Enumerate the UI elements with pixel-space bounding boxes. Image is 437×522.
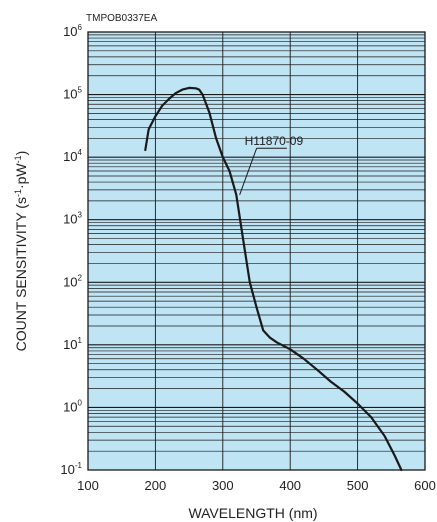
x-tick-label: 300	[212, 478, 234, 493]
annotation-leader-line	[239, 148, 258, 195]
y-tick-label: 104	[63, 148, 82, 164]
x-axis-title: WAVELENGTH (nm)	[188, 505, 317, 521]
x-tick-labels: 100 200 300 400 500 600	[77, 478, 436, 493]
x-tick-label: 500	[347, 478, 369, 493]
y-tick-label: 105	[63, 86, 82, 102]
x-tick-label: 200	[145, 478, 167, 493]
chart-code-label: TMPOB0337EA	[86, 13, 157, 24]
y-tick-label: 106	[63, 23, 82, 39]
y-tick-label: 101	[63, 336, 82, 352]
y-tick-label: 10-1	[60, 461, 82, 477]
y-axis-title: COUNT SENSITIVITY (s-1·pW-1)	[13, 151, 29, 352]
series-line-h11870-09	[144, 86, 403, 472]
x-tick-label: 100	[77, 478, 99, 493]
plot-frame	[87, 31, 426, 471]
y-tick-label: 103	[63, 211, 82, 227]
x-tick-label: 600	[414, 478, 436, 493]
annotation-label: H11870-09	[245, 134, 304, 148]
y-tick-label: 102	[63, 273, 82, 289]
plot-area	[88, 32, 425, 470]
y-tick-label: 100	[63, 398, 82, 414]
x-tick-label: 400	[279, 478, 301, 493]
y-tick-labels: 10-1 100 101 102 103 104 105 106	[60, 23, 82, 477]
